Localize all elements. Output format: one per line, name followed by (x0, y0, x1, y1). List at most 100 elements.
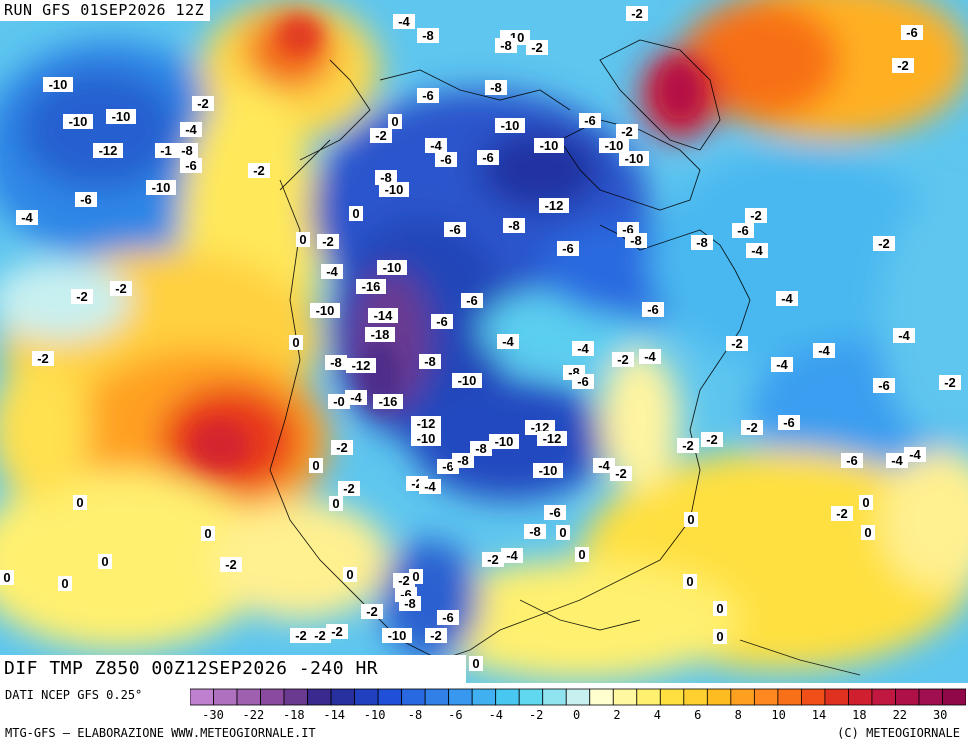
svg-text:0: 0 (61, 576, 68, 591)
svg-text:-6: -6 (400, 587, 412, 602)
contour-label: -10 (489, 434, 519, 449)
credit-right: (C) METEOGIORNALE (837, 726, 960, 740)
contour-label: -6 (579, 113, 601, 128)
contour-label: -6 (778, 415, 800, 430)
svg-text:-2: -2 (746, 420, 758, 435)
legend-swatch (589, 688, 614, 706)
contour-label: -2 (248, 163, 270, 178)
svg-text:0: 0 (101, 554, 108, 569)
svg-text:-2: -2 (37, 351, 49, 366)
contour-label: -8 (399, 596, 421, 611)
svg-text:-6: -6 (482, 150, 494, 165)
svg-text:0: 0 (299, 232, 306, 247)
contour-label: -6 (444, 222, 466, 237)
contour-label: -10 (619, 151, 649, 166)
contour-label: -2 (220, 557, 242, 572)
legend-swatch (542, 688, 567, 706)
svg-text:-12: -12 (543, 431, 562, 446)
legend-tick-label: 30 (932, 708, 948, 722)
svg-text:-10: -10 (385, 182, 404, 197)
svg-text:-10: -10 (501, 118, 520, 133)
svg-text:0: 0 (716, 601, 723, 616)
legend-tick-label: -4 (488, 708, 504, 722)
credit-left: MTG-GFS – ELABORAZIONE WWW.METEOGIORNALE… (5, 726, 316, 740)
contour-label: -2 (745, 208, 767, 223)
contour-label: -10 (534, 138, 564, 153)
svg-text:-10: -10 (539, 463, 558, 478)
legend-tick-label: 14 (811, 708, 827, 722)
contour-label: 0 (98, 554, 112, 569)
contour-label: -2 (361, 604, 383, 619)
svg-text:-6: -6 (906, 25, 918, 40)
contour-label: -2 (370, 128, 392, 143)
legend-tick-label: 22 (892, 708, 908, 722)
legend-swatch (848, 688, 873, 706)
contour-label: 0 (409, 569, 423, 584)
svg-text:-2: -2 (331, 624, 343, 639)
contour-label: 0 (58, 576, 72, 591)
svg-text:-8: -8 (424, 354, 436, 369)
contour-label: -4 (904, 447, 926, 462)
contour-label: -8 (470, 441, 492, 456)
contour-label: 0 (683, 574, 697, 589)
contour-label: -2 (71, 289, 93, 304)
contour-label: -4 (593, 458, 615, 473)
contour-label: 0 (309, 458, 323, 473)
svg-text:-4: -4 (776, 357, 788, 372)
contour-label: -10 (106, 109, 136, 124)
contour-label: 0 (343, 567, 357, 582)
contour-label: -6 (572, 374, 594, 389)
contour-label: -10 (495, 118, 525, 133)
svg-text:-2: -2 (336, 440, 348, 455)
svg-text:-10: -10 (112, 109, 131, 124)
contour-label: -6 (544, 505, 566, 520)
svg-text:-4: -4 (430, 138, 442, 153)
contour-label: 0 (0, 570, 14, 585)
contour-label: -8 (524, 524, 546, 539)
legend-swatch (777, 688, 802, 706)
legend-swatch (330, 688, 356, 706)
svg-text:-2: -2 (225, 557, 237, 572)
contour-label: -4 (776, 291, 798, 306)
svg-text:-16: -16 (362, 279, 381, 294)
svg-text:-8: -8 (404, 596, 416, 611)
svg-text:-2: -2 (897, 58, 909, 73)
contour-label: 0 (713, 601, 727, 616)
svg-text:0: 0 (352, 206, 359, 221)
contour-label: -12 (346, 358, 376, 373)
contour-label: -10 (599, 138, 629, 153)
contour-label: 0 (556, 525, 570, 540)
contour-label: -12 (93, 143, 123, 158)
svg-text:-8: -8 (181, 143, 193, 158)
legend-swatch (518, 688, 544, 706)
contour-label: -2 (873, 236, 895, 251)
svg-text:-6: -6 (549, 505, 561, 520)
svg-text:-6: -6 (622, 222, 634, 237)
contour-label: -8 (503, 218, 525, 233)
legend-swatch (895, 688, 920, 706)
svg-text:-2: -2 (706, 432, 718, 447)
contour-label: -10 (533, 463, 563, 478)
legend-swatch (659, 688, 685, 706)
legend-swatch (871, 688, 896, 706)
svg-text:-6: -6 (466, 293, 478, 308)
contour-label: -2 (726, 336, 748, 351)
contour-label: -6 (901, 25, 923, 40)
contour-label: -6 (873, 378, 895, 393)
svg-text:0: 0 (76, 495, 83, 510)
legend-tick-label: -2 (528, 708, 544, 722)
svg-text:-6: -6 (442, 459, 454, 474)
svg-text:0: 0 (687, 512, 694, 527)
contour-label: -8 (452, 453, 474, 468)
legend-tick-label: -18 (282, 708, 305, 722)
contour-label: 0 (388, 114, 402, 129)
svg-text:-6: -6 (422, 88, 434, 103)
svg-text:-2: -2 (836, 506, 848, 521)
legend-swatch (236, 688, 261, 706)
svg-text:-6: -6 (783, 415, 795, 430)
contour-label: -4 (425, 138, 447, 153)
contour-label: -2 (482, 552, 504, 567)
color-legend (189, 688, 967, 710)
contour-label: -18 (365, 327, 395, 342)
svg-text:-8: -8 (422, 28, 434, 43)
